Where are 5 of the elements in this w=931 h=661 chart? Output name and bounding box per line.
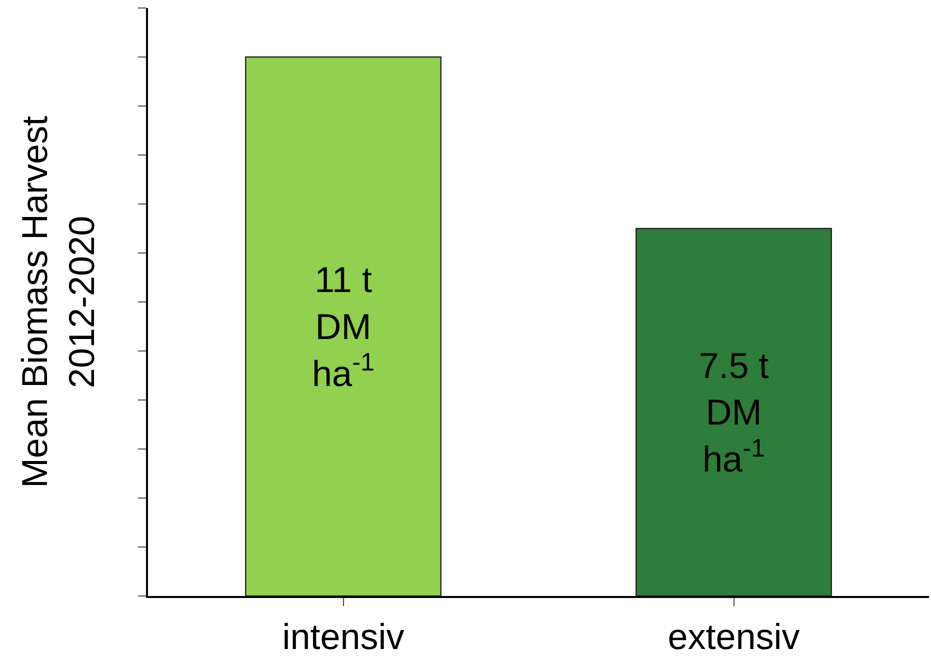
data-label: 11 t DM ha$^{-1}$ <box>312 259 374 394</box>
data-label: 7.5 t DM ha$^{-1}$ <box>698 344 769 480</box>
x-tick-label: extensiv <box>668 616 800 658</box>
y-axis-title: Mean Biomass Harvest 2012-2020 <box>14 116 102 488</box>
x-tick-label: intensiv <box>282 616 404 658</box>
